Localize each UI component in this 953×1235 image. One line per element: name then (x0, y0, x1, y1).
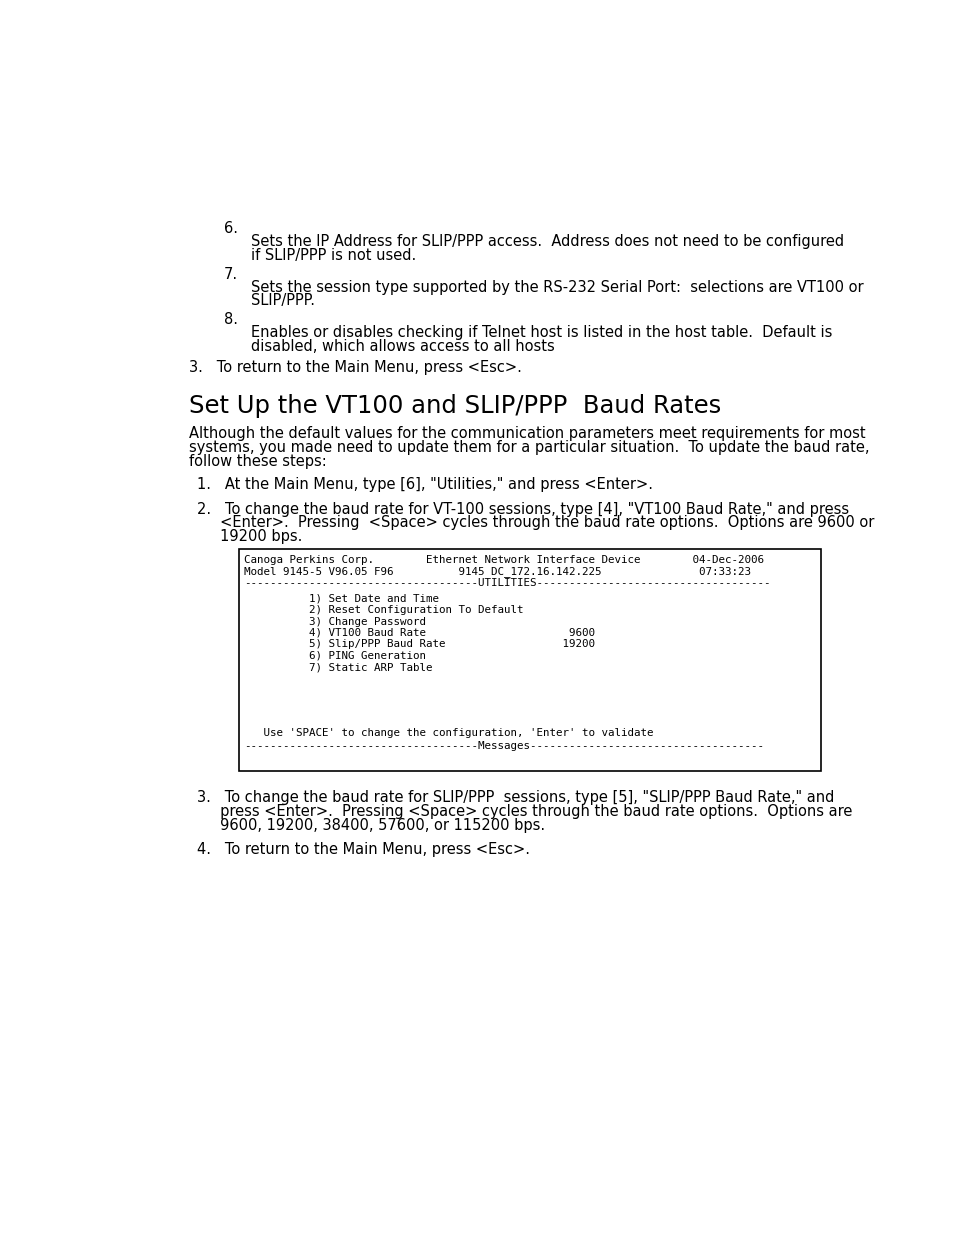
Text: 6) PING Generation: 6) PING Generation (244, 651, 426, 661)
Text: 3.   To change the baud rate for SLIP/PPP  sessions, type [5], "SLIP/PPP Baud Ra: 3. To change the baud rate for SLIP/PPP … (196, 790, 833, 805)
Text: if SLIP/PPP is not used.: if SLIP/PPP is not used. (251, 248, 416, 263)
Text: 3) Change Password: 3) Change Password (244, 616, 426, 626)
Text: Although the default values for the communication parameters meet requirements f: Although the default values for the comm… (189, 426, 864, 441)
FancyBboxPatch shape (239, 548, 821, 771)
Text: follow these steps:: follow these steps: (189, 453, 327, 468)
Text: Model 9145-5 V96.05 F96          9145 DC_172.16.142.225               07:33:23: Model 9145-5 V96.05 F96 9145 DC_172.16.1… (244, 567, 750, 577)
Text: 7.: 7. (224, 267, 237, 282)
Text: 4) VT100 Baud Rate                      9600: 4) VT100 Baud Rate 9600 (244, 627, 595, 638)
Text: Sets the session type supported by the RS-232 Serial Port:  selections are VT100: Sets the session type supported by the R… (251, 279, 862, 294)
Text: SLIP/PPP.: SLIP/PPP. (251, 294, 314, 309)
Text: systems, you made need to update them for a particular situation.  To update the: systems, you made need to update them fo… (189, 440, 868, 454)
Text: 3.   To return to the Main Menu, press <Esc>.: 3. To return to the Main Menu, press <Es… (189, 359, 521, 374)
Text: 1) Set Date and Time: 1) Set Date and Time (244, 594, 438, 604)
Text: Use 'SPACE' to change the configuration, 'Enter' to validate: Use 'SPACE' to change the configuration,… (244, 729, 653, 739)
Text: 2) Reset Configuration To Default: 2) Reset Configuration To Default (244, 605, 523, 615)
Text: <Enter>.  Pressing  <Space> cycles through the baud rate options.  Options are 9: <Enter>. Pressing <Space> cycles through… (196, 515, 873, 531)
Text: 1.   At the Main Menu, type [6], "Utilities," and press <Enter>.: 1. At the Main Menu, type [6], "Utilitie… (196, 477, 652, 492)
Text: ------------------------------------UTILITIES-----------------------------------: ------------------------------------UTIL… (244, 578, 770, 588)
Text: 19200 bps.: 19200 bps. (196, 530, 302, 545)
Text: 6.: 6. (224, 221, 237, 236)
Text: Canoga Perkins Corp.        Ethernet Network Interface Device        04-Dec-2006: Canoga Perkins Corp. Ethernet Network In… (244, 555, 763, 564)
Text: 9600, 19200, 38400, 57600, or 115200 bps.: 9600, 19200, 38400, 57600, or 115200 bps… (196, 818, 544, 834)
Text: Enables or disables checking if Telnet host is listed in the host table.  Defaul: Enables or disables checking if Telnet h… (251, 325, 832, 340)
Text: disabled, which allows access to all hosts: disabled, which allows access to all hos… (251, 338, 554, 353)
Text: 4.   To return to the Main Menu, press <Esc>.: 4. To return to the Main Menu, press <Es… (196, 842, 529, 857)
Text: ------------------------------------Messages------------------------------------: ------------------------------------Mess… (244, 741, 763, 751)
Text: press <Enter>.  Pressing <Space> cycles through the baud rate options.  Options : press <Enter>. Pressing <Space> cycles t… (196, 804, 851, 819)
Text: 7) Static ARP Table: 7) Static ARP Table (244, 662, 432, 672)
Text: 5) Slip/PPP Baud Rate                  19200: 5) Slip/PPP Baud Rate 19200 (244, 640, 595, 650)
Text: Set Up the VT100 and SLIP/PPP  Baud Rates: Set Up the VT100 and SLIP/PPP Baud Rates (189, 394, 720, 419)
Text: Sets the IP Address for SLIP/PPP access.  Address does not need to be configured: Sets the IP Address for SLIP/PPP access.… (251, 235, 843, 249)
Text: 8.: 8. (224, 312, 237, 327)
Text: 2.   To change the baud rate for VT-100 sessions, type [4], "VT100 Baud Rate," a: 2. To change the baud rate for VT-100 se… (196, 501, 848, 516)
